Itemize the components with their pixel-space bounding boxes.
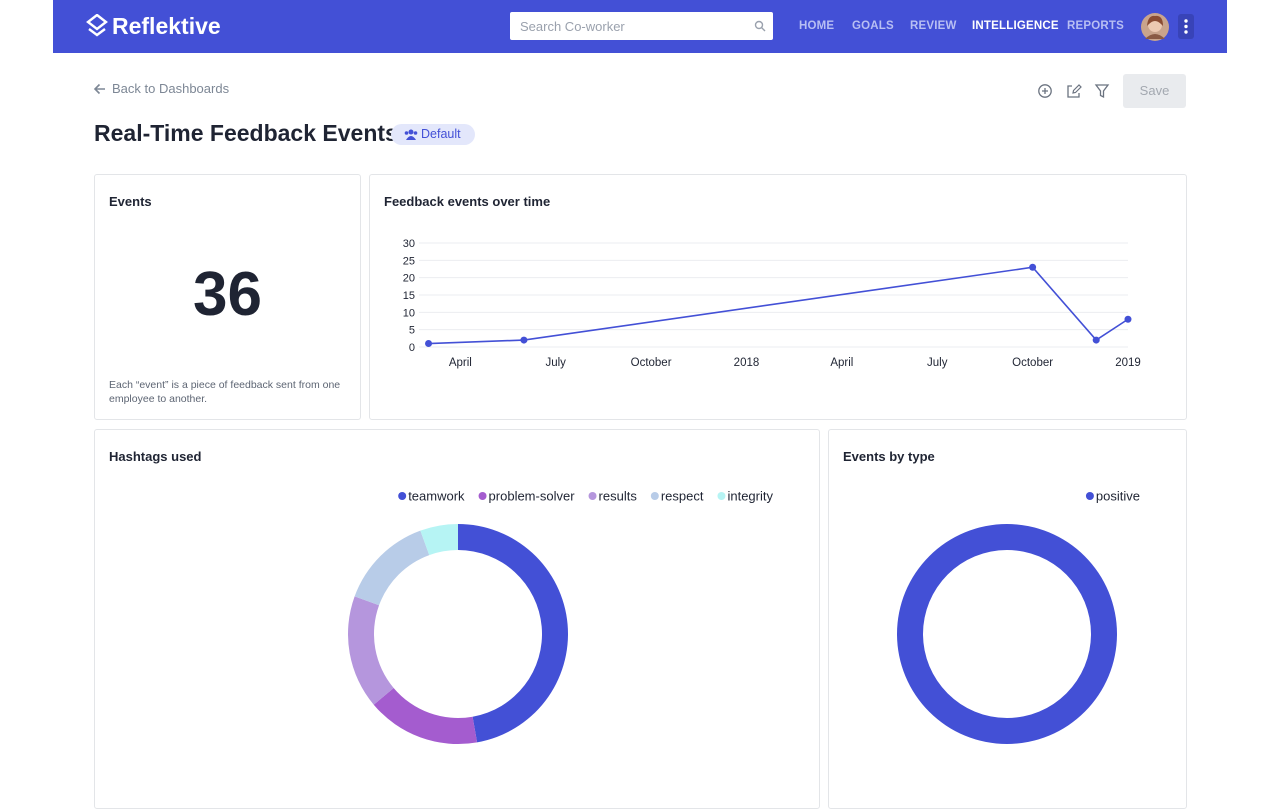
events-card: Events 36 Each “event” is a piece of fee… <box>94 174 361 420</box>
avatar[interactable] <box>1140 12 1170 42</box>
toolbar-icons[interactable] <box>1037 83 1111 99</box>
legend-marker <box>650 492 659 500</box>
legend-label: respect <box>661 489 704 504</box>
save-button[interactable]: Save <box>1123 74 1186 108</box>
x-tick-label: April <box>449 357 472 369</box>
y-tick-label: 0 <box>409 342 415 354</box>
nav-link[interactable]: REPORTS <box>1067 20 1124 32</box>
point <box>1092 336 1100 344</box>
y-tick-label: 25 <box>403 255 415 267</box>
y-tick-label: 10 <box>403 307 415 319</box>
legend-label: problem-solver <box>489 489 576 504</box>
donut-slice <box>354 530 430 606</box>
badge-icon <box>404 129 418 140</box>
point <box>1029 263 1037 271</box>
card-title: Feedback events over time <box>384 194 551 209</box>
point <box>425 340 433 348</box>
nav-link[interactable]: HOME <box>799 20 835 32</box>
card-title: Events by type <box>843 449 935 464</box>
line-chart: 0 5 10 15 20 25 30 April July October 2018 April Jul… <box>403 238 1141 369</box>
y-tick-label: 5 <box>409 325 415 337</box>
donut-slice <box>897 524 1117 744</box>
search-box[interactable]: Search Co-worker <box>510 12 773 40</box>
point <box>1124 315 1132 323</box>
donut-slice <box>373 687 478 744</box>
legend-marker <box>398 492 407 500</box>
x-tick-label: 2019 <box>1115 357 1141 369</box>
back-link[interactable]: Back to Dashboards <box>112 81 230 96</box>
legend-marker <box>588 492 597 500</box>
y-tick-label: 20 <box>403 273 415 285</box>
page-title: Real-Time Feedback Events <box>94 120 398 146</box>
donut-chart: teamwork problem-solver results respect inte… <box>348 489 773 744</box>
nav-link[interactable]: GOALS <box>852 20 894 32</box>
x-tick-label: October <box>631 357 672 369</box>
legend-label: results <box>599 489 638 504</box>
y-tick-label: 30 <box>403 238 415 250</box>
donut-chart: positive <box>897 489 1140 744</box>
logo[interactable]: Reflektive <box>112 13 221 39</box>
x-tick-label: October <box>1012 357 1053 369</box>
donut-slice <box>348 596 394 705</box>
donut-slice <box>458 524 568 743</box>
logo-icon <box>86 14 108 37</box>
y-tick-label: 15 <box>403 290 415 302</box>
legend-marker <box>1085 492 1094 500</box>
card-title: Events <box>109 194 152 209</box>
top-bar: Reflektive Search Co-worker HOME GOALS R… <box>53 0 1227 53</box>
more-menu[interactable] <box>1178 14 1194 39</box>
nav-link[interactable]: INTELLIGENCE <box>972 20 1059 32</box>
legend-label: integrity <box>727 489 773 504</box>
back-arrow[interactable] <box>93 82 107 96</box>
donut-card: teamwork problem-solver results respect inte… <box>94 429 820 809</box>
point <box>520 336 528 344</box>
nav-link[interactable]: REVIEW <box>910 20 957 32</box>
badge[interactable]: Default <box>391 124 475 145</box>
events-note: Each “event” is a piece of feedback sent… <box>109 379 341 405</box>
events-count: 36 <box>193 260 262 329</box>
card-title: Hashtags used <box>109 449 202 464</box>
search-icon <box>754 20 766 32</box>
line <box>428 266 1129 345</box>
x-tick-label: July <box>545 357 566 369</box>
kebab-icon <box>1184 19 1188 34</box>
legend-label: teamwork <box>408 489 465 504</box>
search-placeholder: Search Co-worker <box>520 19 625 34</box>
legend-marker <box>717 492 726 500</box>
x-tick-label: 2018 <box>734 357 760 369</box>
badge-label: Default <box>421 127 461 141</box>
x-tick-label: April <box>830 357 853 369</box>
legend-marker <box>478 492 487 500</box>
line-chart-card: 0 5 10 15 20 25 30 April July October 2018 April Jul… <box>369 174 1187 420</box>
donut-card: positive Events by type <box>828 429 1187 809</box>
x-tick-label: July <box>927 357 948 369</box>
legend-label: positive <box>1096 489 1140 504</box>
donut-slice <box>420 524 458 556</box>
